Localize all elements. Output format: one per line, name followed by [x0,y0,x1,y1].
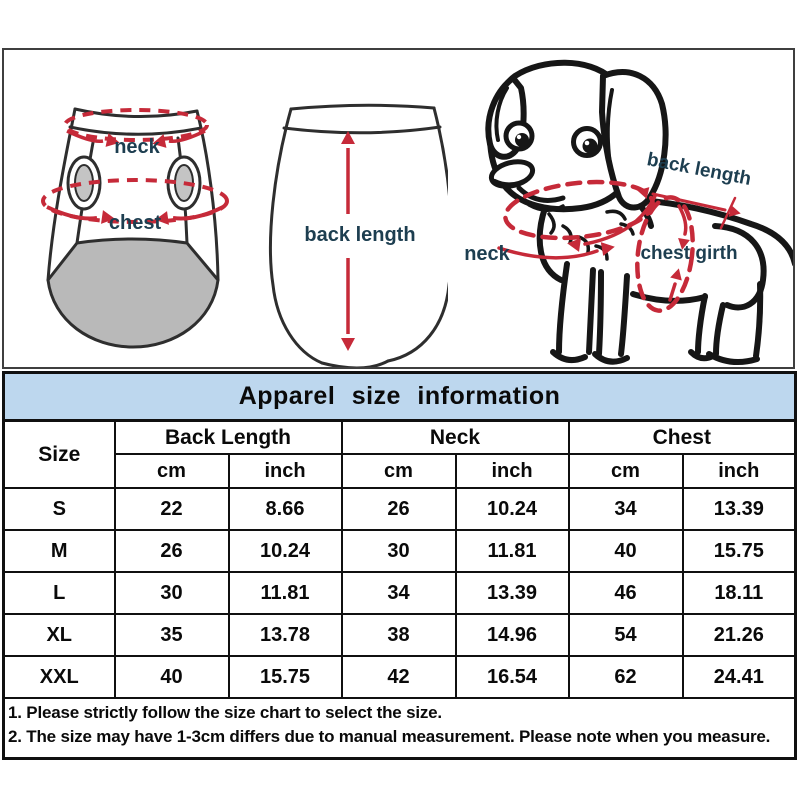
unit-header: inch [454,453,570,489]
value-cell: 15.75 [227,655,343,699]
value-cell: 11.81 [454,529,570,573]
value-cell: 40 [113,655,230,699]
vest-front-measure-arrows [41,108,229,225]
apparel-size-table: Apparel size information Size Back Lengt… [2,371,798,760]
table-row-xl: XL 35 13.78 38 14.96 54 21.26 [2,613,797,657]
value-cell: 40 [567,529,684,573]
value-cell: 34 [340,571,457,615]
value-cell: 13.39 [454,571,570,615]
dog-back-length-label: back length [645,149,753,190]
column-header-back-length: Back Length [113,419,343,455]
unit-header: cm [340,453,457,489]
value-cell: 22 [113,487,230,531]
table-title: Apparel size information [2,371,797,422]
vest-front-diagram: neck chest [41,107,229,349]
value-cell: 13.39 [681,487,797,531]
value-cell: 14.96 [454,613,570,657]
dog-measure-annotations [497,179,741,313]
notes-cell: 1. Please strictly follow the size chart… [2,697,797,760]
value-cell: 18.11 [681,571,797,615]
value-cell: 16.54 [454,655,570,699]
vest-front-armholes [66,155,202,211]
value-cell: 10.24 [454,487,570,531]
unit-header: cm [567,453,684,489]
unit-header: inch [681,453,797,489]
column-header-size: Size [2,419,116,489]
table-row-xxl: XXL 40 15.75 42 16.54 62 24.41 [2,655,797,699]
value-cell: 54 [567,613,684,657]
value-cell: 13.78 [227,613,343,657]
value-cell: 42 [340,655,457,699]
size-cell: XL [2,613,116,657]
column-header-chest: Chest [567,419,797,455]
table-row-s: S 22 8.66 26 10.24 34 13.39 [2,487,797,531]
value-cell: 10.24 [227,529,343,573]
vest-front-neck-label: neck [114,136,160,158]
dog-face [488,120,603,212]
value-cell: 11.81 [227,571,343,615]
value-cell: 8.66 [227,487,343,531]
unit-header: inch [227,453,343,489]
value-cell: 24.41 [681,655,797,699]
value-cell: 26 [113,529,230,573]
value-cell: 62 [567,655,684,699]
unit-header: cm [113,453,230,489]
value-cell: 34 [567,487,684,531]
value-cell: 21.26 [681,613,797,657]
table-row-l: L 30 11.81 34 13.39 46 18.11 [2,571,797,615]
size-cell: L [2,571,116,615]
table-unit-header-row: cm inch cm inch cm inch [4,453,797,489]
table-title-row: Apparel size information [2,371,797,422]
dog-chest-girth-label: chest girth [640,243,737,264]
value-cell: 30 [340,529,457,573]
size-cell: XXL [2,655,116,699]
table-group-header-row: Size Back Length Neck Chest [2,419,797,489]
note-line-2: 2. The size may have 1-3cm differs due t… [8,727,771,746]
value-cell: 30 [113,571,230,615]
vest-front-chest-label: chest [109,212,162,234]
value-cell: 35 [113,613,230,657]
vest-back-outline [269,103,448,367]
size-cell: M [2,529,116,573]
vest-back-measure-arrow [341,131,355,351]
value-cell: 26 [340,487,457,531]
size-cell: S [2,487,116,531]
vest-front-hem [46,237,220,349]
note-line-1: 1. Please strictly follow the size chart… [8,703,442,722]
illustration-panel: neck chest back length [2,48,795,369]
value-cell: 15.75 [681,529,797,573]
value-cell: 38 [340,613,457,657]
dog-neck-label: neck [464,243,510,265]
vest-back-length-label: back length [304,224,415,246]
vest-back-diagram: back length [269,103,448,367]
dog-diagram: neck back length chest girth [464,59,793,366]
dog-body [536,197,793,366]
table-row-m: M 26 10.24 30 11.81 40 15.75 [2,529,797,573]
value-cell: 46 [567,571,684,615]
table-notes-row: 1. Please strictly follow the size chart… [2,697,797,760]
column-header-neck: Neck [340,419,570,455]
